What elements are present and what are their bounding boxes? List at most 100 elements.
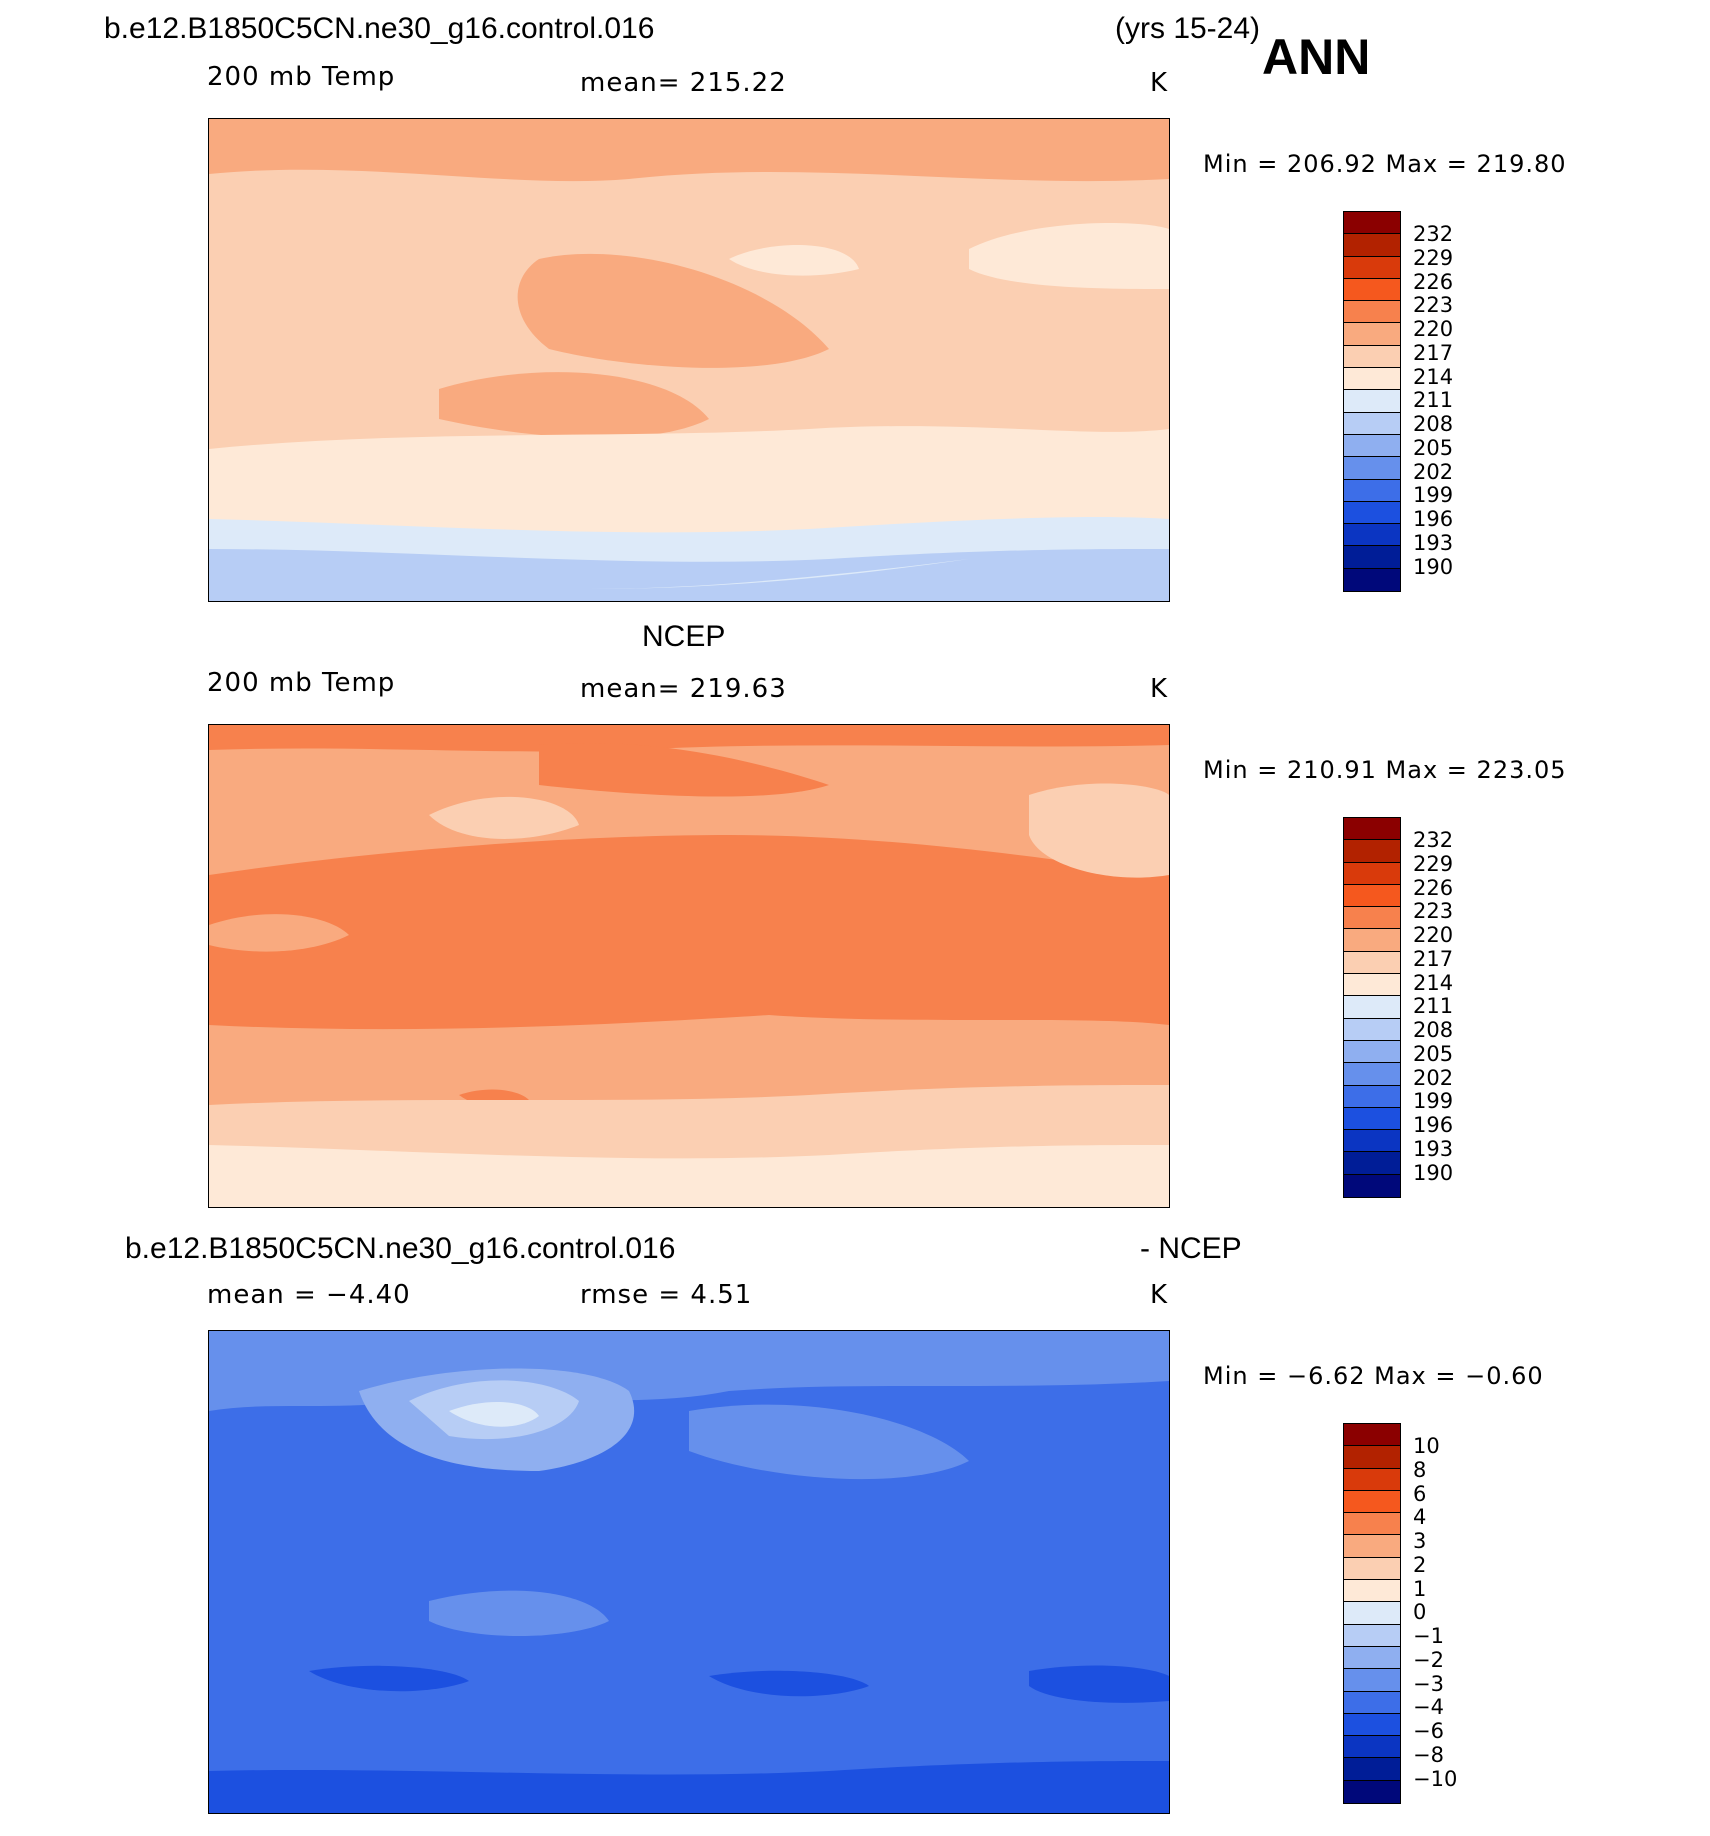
panel2-map [208,724,1170,1208]
colorbar-label: 2 [1413,1552,1427,1577]
colorbar-label: 232 [1413,828,1454,852]
panel1-variable: 200 mb Temp [207,62,396,92]
colorbar-label: 223 [1413,899,1454,924]
colorbar-swatch [1344,479,1400,502]
colorbar-swatch [1344,1691,1400,1714]
colorbar-label: 208 [1413,412,1454,436]
panel2-mean: mean= 219.63 [580,674,787,704]
colorbar-label: 6 [1413,1481,1427,1506]
colorbar-label: 205 [1413,435,1454,460]
colorbar-label: 4 [1413,1505,1427,1530]
colorbar-label: 211 [1413,994,1454,1019]
panel3-mean: mean = −4.40 [207,1280,411,1310]
panel2-colorbar [1343,817,1401,1199]
colorbar-swatch [1344,434,1400,458]
colorbar-swatch [1344,390,1400,413]
colorbar-swatch [1344,884,1400,908]
colorbar-swatch [1344,1490,1400,1514]
panel2-title: NCEP [642,620,726,653]
colorbar-swatch [1344,1557,1400,1581]
colorbar-label: −4 [1413,1695,1444,1720]
colorbar-swatch [1344,1624,1400,1647]
panel3-title-right: - NCEP [1140,1232,1242,1265]
colorbar-label: 0 [1413,1600,1427,1625]
colorbar-swatch [1344,1713,1400,1737]
colorbar-swatch [1344,1780,1400,1804]
panel1-units: K [1150,68,1169,98]
colorbar-swatch [1344,323,1400,346]
colorbar-swatch [1344,974,1400,997]
colorbar-swatch [1344,1758,1400,1781]
colorbar-swatch [1344,1736,1400,1759]
colorbar-label: 226 [1413,269,1454,294]
colorbar-swatch [1344,1468,1400,1491]
colorbar-swatch [1344,301,1400,324]
colorbar-label: 214 [1413,364,1454,389]
colorbar-swatch [1344,1602,1400,1625]
panel3-minmax: Min = −6.62 Max = −0.60 [1203,1362,1544,1390]
colorbar-swatch [1344,1646,1400,1670]
case-title: b.e12.B1850C5CN.ne30_g16.control.016 [104,12,655,45]
panel3-rmse: rmse = 4.51 [580,1280,753,1310]
colorbar-swatch [1344,1130,1400,1153]
colorbar-label: 202 [1413,1065,1454,1090]
colorbar-label: 208 [1413,1018,1454,1042]
years-label: (yrs 15-24) [1115,12,1261,45]
colorbar-swatch [1344,278,1400,302]
panel1-colorbar [1343,211,1401,593]
colorbar-label: −2 [1413,1647,1444,1672]
colorbar-swatch [1344,546,1400,569]
colorbar-label: 214 [1413,970,1454,995]
panel3-colorbar-labels: 10 8 6 4 3 2 1 0 −1 −2 −3 −4 −6 −8 −10 [1413,1434,1458,1791]
colorbar-label: 3 [1413,1529,1427,1553]
colorbar-swatch [1344,951,1400,975]
panel3-units: K [1150,1280,1169,1310]
colorbar-swatch [1344,1580,1400,1603]
colorbar-label: −8 [1413,1742,1444,1767]
panel1-minmax: Min = 206.92 Max = 219.80 [1203,150,1567,178]
colorbar-label: 217 [1413,946,1454,971]
colorbar-swatch [1344,929,1400,952]
panel2-variable: 200 mb Temp [207,668,396,698]
colorbar-swatch [1344,368,1400,391]
colorbar-label: 199 [1413,1089,1454,1114]
colorbar-swatch [1344,818,1400,841]
colorbar-swatch [1344,1446,1400,1469]
colorbar-swatch [1344,907,1400,930]
colorbar-swatch [1344,840,1400,863]
colorbar-label: 232 [1413,222,1454,246]
colorbar-swatch [1344,256,1400,279]
colorbar-swatch [1344,1018,1400,1041]
colorbar-swatch [1344,1085,1400,1108]
colorbar-label: −10 [1413,1766,1458,1791]
colorbar-swatch [1344,996,1400,1019]
colorbar-swatch [1344,524,1400,547]
colorbar-label: 223 [1413,293,1454,318]
colorbar-label: 226 [1413,875,1454,900]
colorbar-label: 217 [1413,340,1454,365]
panel1-map [208,118,1170,602]
colorbar-label: 8 [1413,1457,1427,1482]
colorbar-label: −1 [1413,1624,1444,1648]
panel3-title-left: b.e12.B1850C5CN.ne30_g16.control.016 [125,1232,676,1265]
colorbar-label: 229 [1413,245,1454,270]
panel3-colorbar [1343,1423,1401,1805]
panel2-colorbar-labels: 232 229 226 223 220 217 214 211 208 205 202 199 196 1… [1413,828,1454,1185]
colorbar-swatch [1344,412,1400,435]
colorbar-label: 220 [1413,923,1454,947]
colorbar-swatch [1344,457,1400,480]
colorbar-label: 205 [1413,1041,1454,1066]
panel2-minmax: Min = 210.91 Max = 223.05 [1203,756,1567,784]
season-label: ANN [1262,29,1371,85]
colorbar-label: 193 [1413,530,1454,555]
colorbar-label: 220 [1413,317,1454,341]
colorbar-label: 229 [1413,851,1454,876]
colorbar-swatch [1344,1152,1400,1175]
colorbar-label: 211 [1413,388,1454,413]
colorbar-swatch [1344,501,1400,525]
panel1-mean: mean= 215.22 [580,68,787,98]
colorbar-label: 202 [1413,459,1454,484]
panel2-units: K [1150,674,1169,704]
colorbar-swatch [1344,1107,1400,1131]
colorbar-swatch [1344,212,1400,235]
